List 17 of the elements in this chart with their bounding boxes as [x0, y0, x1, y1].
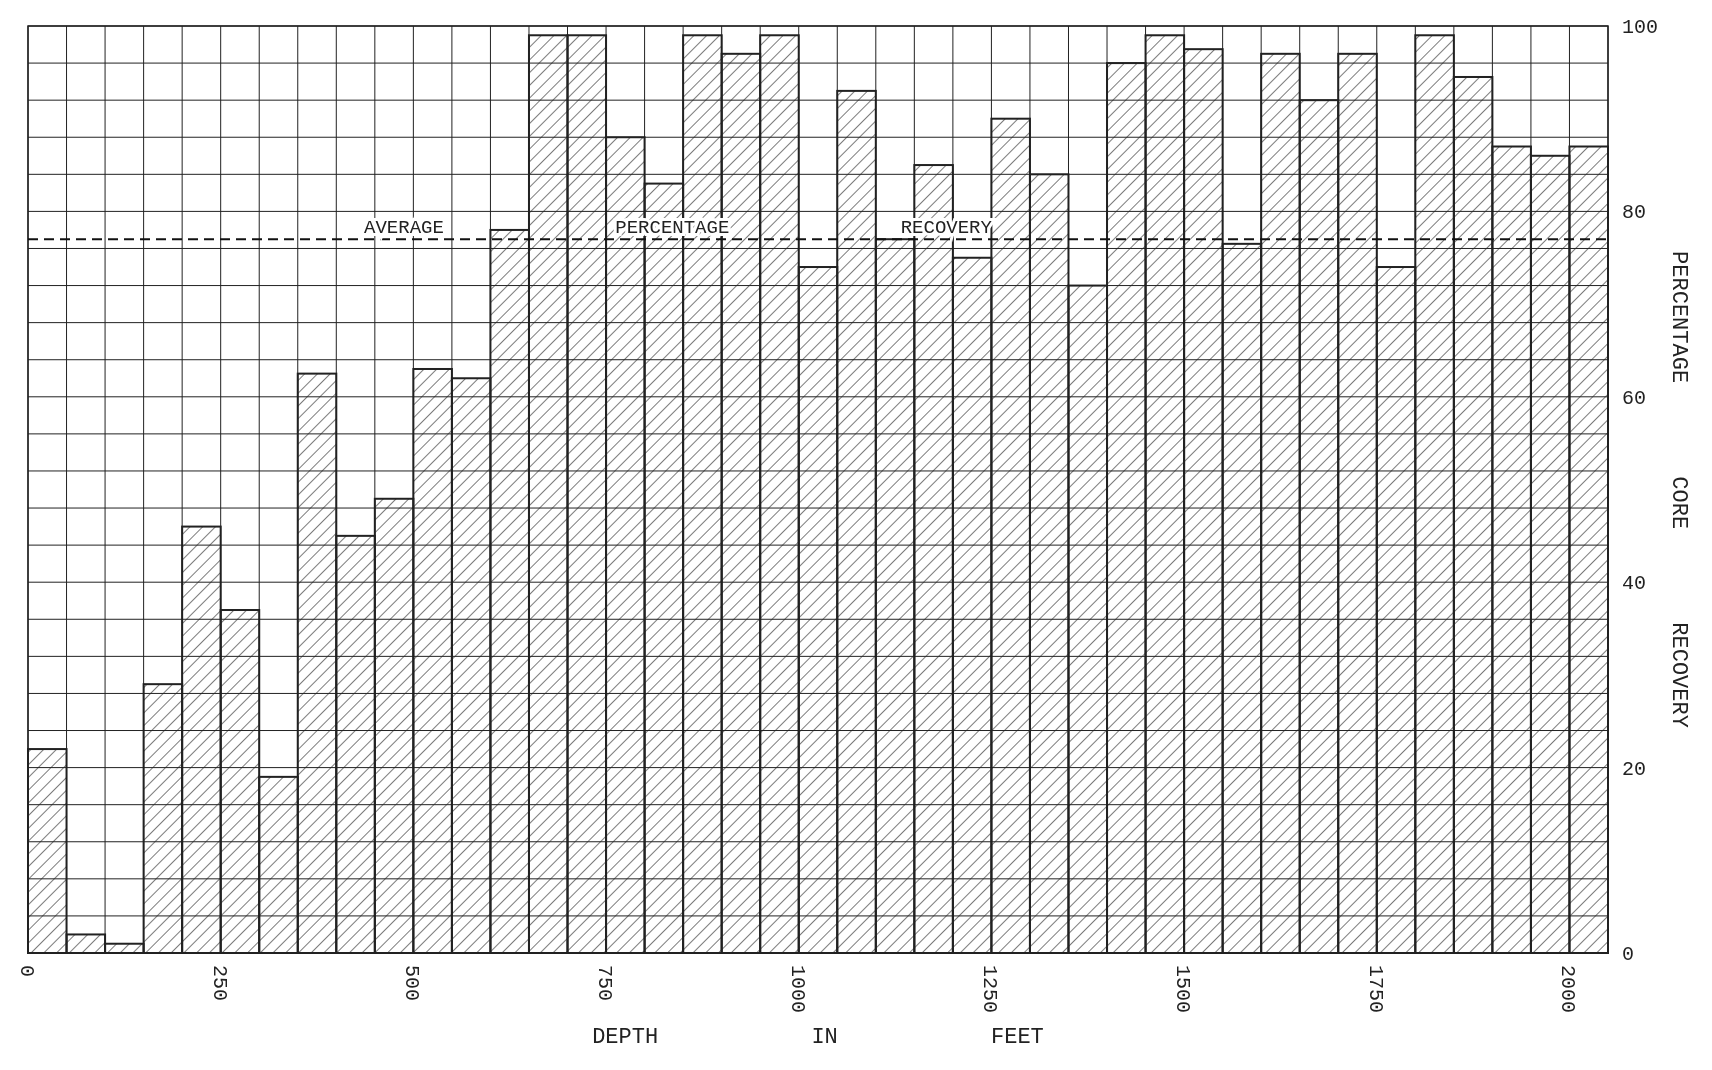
y-tick-label: 100 [1622, 16, 1659, 39]
x-tick-label: 500 [400, 965, 424, 1002]
x-tick-label: 250 [207, 965, 231, 1002]
x-tick-label: 1750 [1363, 965, 1387, 1014]
y-tick-label: 80 [1622, 201, 1647, 225]
x-tick-label: 1500 [1171, 965, 1195, 1014]
y-tick-label: 20 [1622, 757, 1647, 781]
y-tick-label: 60 [1622, 386, 1647, 410]
x-tick-label: 2000 [1556, 965, 1580, 1014]
x-tick-label: 1000 [785, 965, 809, 1014]
x-tick-label: 750 [593, 965, 617, 1002]
x-tick-label: 0 [15, 965, 38, 978]
x-axis-title: DEPTH IN FEET [592, 1025, 1044, 1050]
x-tick-label: 1250 [978, 965, 1002, 1014]
y-axis-title: PERCENTAGE CORE RECOVERY [1666, 251, 1691, 728]
y-tick-label: 0 [1622, 943, 1635, 966]
y-tick-label: 40 [1622, 572, 1647, 596]
